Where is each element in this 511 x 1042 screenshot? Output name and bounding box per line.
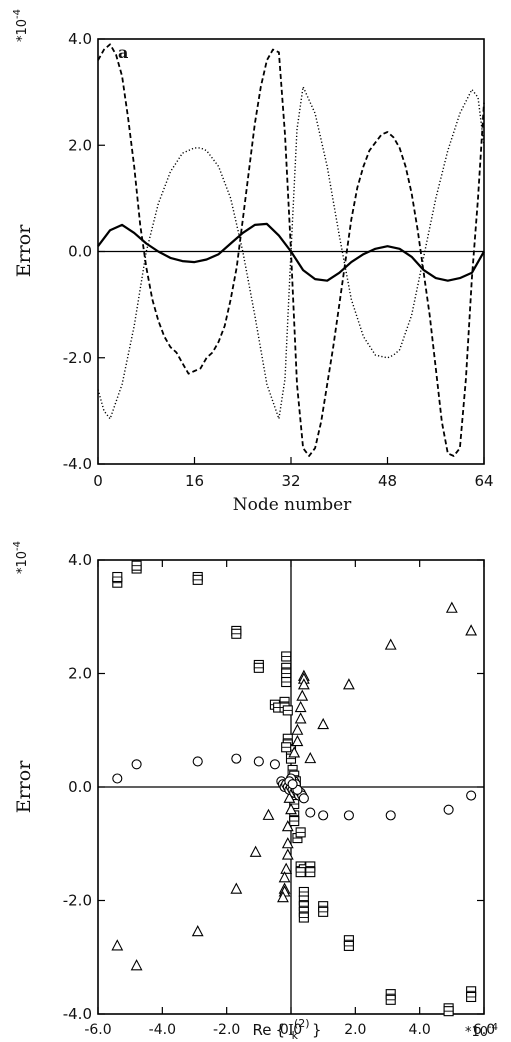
x-axis-label: Node number bbox=[233, 495, 352, 515]
y-multiplier-base-b: *10 bbox=[15, 551, 30, 574]
x-label-sup: (2) bbox=[294, 1017, 310, 1030]
x-tick-label: 32 bbox=[281, 472, 300, 490]
data-point-circle bbox=[253, 756, 264, 767]
data-point-triangle bbox=[304, 751, 317, 764]
data-point-triangle bbox=[342, 678, 355, 690]
data-point-circle bbox=[298, 793, 309, 804]
x-tick-label: 0.0 bbox=[280, 1022, 302, 1038]
data-point-triangle bbox=[111, 939, 124, 951]
data-point-circle bbox=[231, 753, 242, 764]
y-axis-label-b: Error bbox=[13, 760, 35, 813]
chart-panel-a: 0 16 32 48 64 -4.0 -2.0 0.0 2.0 4.0 a Node numbe… bbox=[12, 9, 494, 515]
x-label-re: Re bbox=[253, 1021, 272, 1039]
x-multiplier-base-b: *10 bbox=[465, 1025, 488, 1040]
x-tick-label: 0 bbox=[93, 472, 103, 490]
data-point-triangle bbox=[291, 723, 304, 735]
data-point-triangle bbox=[294, 700, 307, 713]
data-point-triangle bbox=[230, 882, 243, 894]
chart-panel-b: -6.0 -4.0 -2.0 0.0 2.0 4.0 6.0 -4.0-2.00.02.04… bbox=[12, 541, 498, 1042]
data-point-circle bbox=[318, 810, 329, 821]
data-point-triangle bbox=[281, 820, 294, 832]
x-tick-label: -2.0 bbox=[213, 1022, 240, 1038]
data-point-triangle bbox=[281, 848, 294, 860]
data-point-triangle bbox=[285, 803, 297, 815]
x-tick-label: 4.0 bbox=[409, 1022, 431, 1038]
y-tick-label: 0.0 bbox=[68, 243, 92, 261]
y-multiplier-label: *10-4 bbox=[12, 9, 30, 42]
panel-label: a bbox=[118, 43, 128, 62]
y-tick-label: -4.0 bbox=[63, 455, 92, 473]
x-tick-label: 64 bbox=[474, 472, 493, 490]
data-point-triangle bbox=[281, 837, 294, 849]
x-tick-label: 2.0 bbox=[344, 1022, 366, 1038]
data-point-triangle bbox=[277, 890, 289, 903]
y-multiplier-label-b: *10-4 bbox=[12, 541, 30, 574]
data-point-triangle bbox=[191, 925, 204, 937]
data-point-circle bbox=[385, 810, 396, 821]
y-tick-label: -4.0 bbox=[63, 1005, 92, 1023]
x-label-symbol: I bbox=[288, 1021, 294, 1039]
x-tick-label: 6.0 bbox=[473, 1022, 495, 1038]
data-point-triangle bbox=[280, 862, 293, 874]
series-line-dotted bbox=[97, 86, 485, 420]
y-axis-label: Error bbox=[13, 224, 35, 277]
x-label-brace-open: { bbox=[275, 1021, 285, 1039]
x-label-brace-close: } bbox=[312, 1021, 322, 1039]
x-label-sub: k bbox=[292, 1029, 299, 1042]
y-tick-label: -2.0 bbox=[63, 349, 92, 367]
x-tick-label: 48 bbox=[378, 472, 397, 490]
data-point-triangle bbox=[291, 734, 304, 747]
y-tick-label: -2.0 bbox=[63, 892, 92, 910]
y-multiplier-base: *10 bbox=[15, 19, 30, 42]
y-multiplier-exp-b: -4 bbox=[12, 541, 23, 551]
x-multiplier-exp-b: -4 bbox=[488, 1022, 498, 1033]
data-point-circle bbox=[192, 756, 203, 767]
y-tick-label: 4.0 bbox=[68, 30, 92, 48]
data-point-triangle bbox=[384, 638, 397, 650]
y-tick-label: 2.0 bbox=[68, 665, 92, 683]
y-multiplier-exp: -4 bbox=[12, 9, 23, 19]
x-tick-label: -4.0 bbox=[149, 1022, 176, 1038]
data-point-triangle bbox=[297, 678, 310, 690]
data-point-triangle bbox=[288, 746, 301, 758]
data-point-triangle bbox=[249, 845, 262, 857]
data-point-circle bbox=[287, 779, 298, 790]
x-multiplier-label-b: *10-4 bbox=[465, 1022, 498, 1040]
data-point-circle bbox=[269, 759, 280, 770]
data-point-triangle bbox=[294, 712, 307, 724]
data-point-circle bbox=[112, 773, 123, 784]
data-point-circle bbox=[305, 807, 316, 818]
data-point-circle bbox=[343, 810, 354, 821]
data-point-triangle bbox=[278, 871, 291, 883]
data-point-triangle bbox=[445, 601, 458, 613]
data-point-circle bbox=[131, 759, 142, 770]
x-tick-label: -6.0 bbox=[84, 1022, 111, 1038]
data-point-circle bbox=[466, 790, 477, 801]
data-point-triangle bbox=[130, 959, 143, 971]
y-tick-label: 2.0 bbox=[68, 136, 92, 154]
x-tick-label: 16 bbox=[185, 472, 204, 490]
data-point-triangle bbox=[283, 791, 296, 803]
data-point-triangle bbox=[296, 689, 309, 701]
x-axis-label-b: Re{I(2) k} bbox=[253, 1017, 322, 1042]
data-point-triangle bbox=[465, 624, 478, 636]
data-point-triangle bbox=[262, 808, 275, 820]
y-tick-label: 4.0 bbox=[68, 551, 92, 569]
data-point-triangle bbox=[317, 717, 330, 730]
y-tick-label: 0.0 bbox=[68, 778, 92, 796]
data-point-circle bbox=[443, 804, 454, 815]
